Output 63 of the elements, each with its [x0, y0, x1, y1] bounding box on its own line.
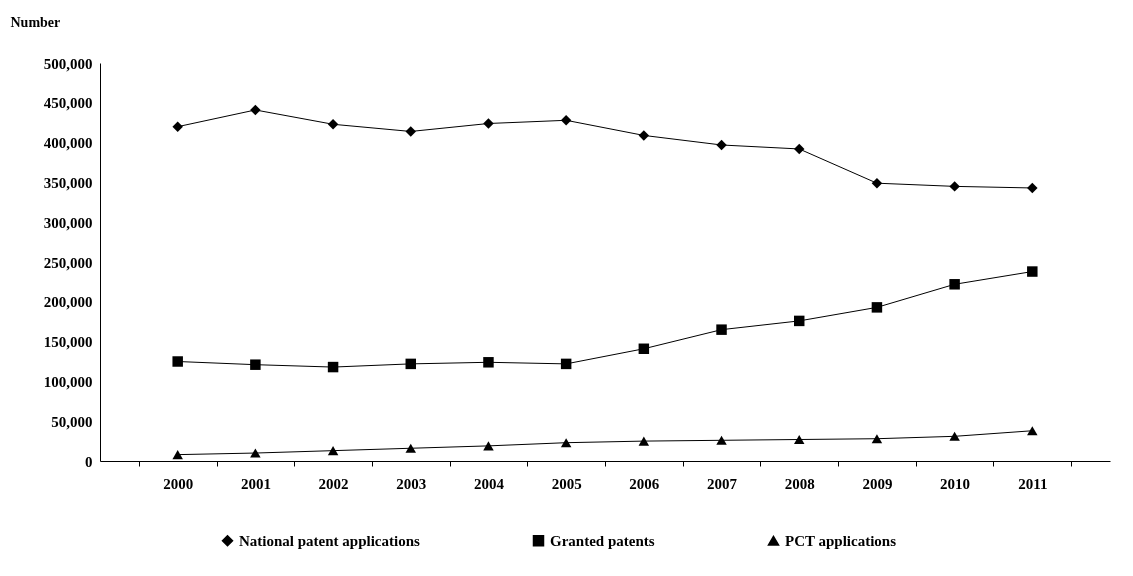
- x-tick-label: 2008: [784, 475, 815, 492]
- point: [716, 324, 727, 335]
- point: [327, 119, 339, 130]
- point: [793, 434, 805, 445]
- point: [483, 357, 494, 368]
- point: [871, 177, 883, 189]
- x-tick-label: 2006: [629, 475, 660, 492]
- x-tick-label: 2005: [551, 475, 582, 492]
- y-tick-label: 50,000: [51, 413, 93, 430]
- x-tick-label: 2007: [707, 475, 738, 492]
- point: [638, 436, 650, 446]
- point: [327, 446, 339, 456]
- point: [1027, 182, 1038, 194]
- point: [172, 450, 183, 460]
- y-tick-label: 350,000: [43, 174, 93, 191]
- legend-label: PCT applications: [785, 532, 897, 549]
- point: [560, 115, 572, 126]
- point: [793, 315, 805, 327]
- point: [483, 118, 494, 129]
- point: [172, 356, 183, 367]
- point: [327, 361, 339, 373]
- y-tick-label: 300,000: [43, 214, 93, 231]
- point: [483, 441, 494, 451]
- point: [405, 358, 417, 370]
- point: [172, 121, 183, 132]
- x-tick-label: 2001: [240, 475, 271, 492]
- x-tick-label: 2000: [163, 475, 194, 492]
- point: [949, 431, 960, 441]
- point: [793, 143, 805, 155]
- point: [949, 181, 960, 192]
- y-tick-label: 250,000: [43, 254, 93, 271]
- point: [1027, 426, 1038, 436]
- y-tick-label: 450,000: [43, 95, 93, 112]
- point: [871, 302, 883, 313]
- y-tick-label: 150,000: [43, 334, 93, 351]
- point: [250, 104, 261, 116]
- y-tick-label: 400,000: [43, 135, 93, 152]
- x-tick-label: 2002: [318, 475, 349, 492]
- y-tick-label: 100,000: [43, 373, 93, 390]
- y-axis-title: Number: [10, 14, 61, 30]
- point: [949, 279, 960, 290]
- x-tick-label: 2004: [473, 475, 505, 492]
- y-tick-label: 200,000: [43, 294, 93, 311]
- point: [638, 343, 650, 355]
- x-tick-label: 2011: [1018, 475, 1048, 492]
- point: [638, 130, 650, 141]
- legend-label: Granted patents: [550, 532, 655, 549]
- y-tick-label: 0: [85, 453, 93, 470]
- legend-label: National patent applications: [239, 532, 421, 549]
- x-tick-label: 2009: [862, 475, 893, 492]
- point: [1027, 266, 1038, 277]
- point: [405, 126, 417, 137]
- point: [871, 434, 883, 444]
- point: [716, 139, 727, 151]
- point: [250, 448, 261, 458]
- point: [560, 358, 572, 370]
- point: [560, 438, 572, 448]
- point: [250, 359, 261, 370]
- x-tick-label: 2010: [940, 475, 971, 492]
- y-tick-label: 500,000: [43, 55, 93, 72]
- point: [716, 435, 727, 445]
- x-tick-label: 2003: [396, 475, 427, 492]
- point: [405, 443, 417, 453]
